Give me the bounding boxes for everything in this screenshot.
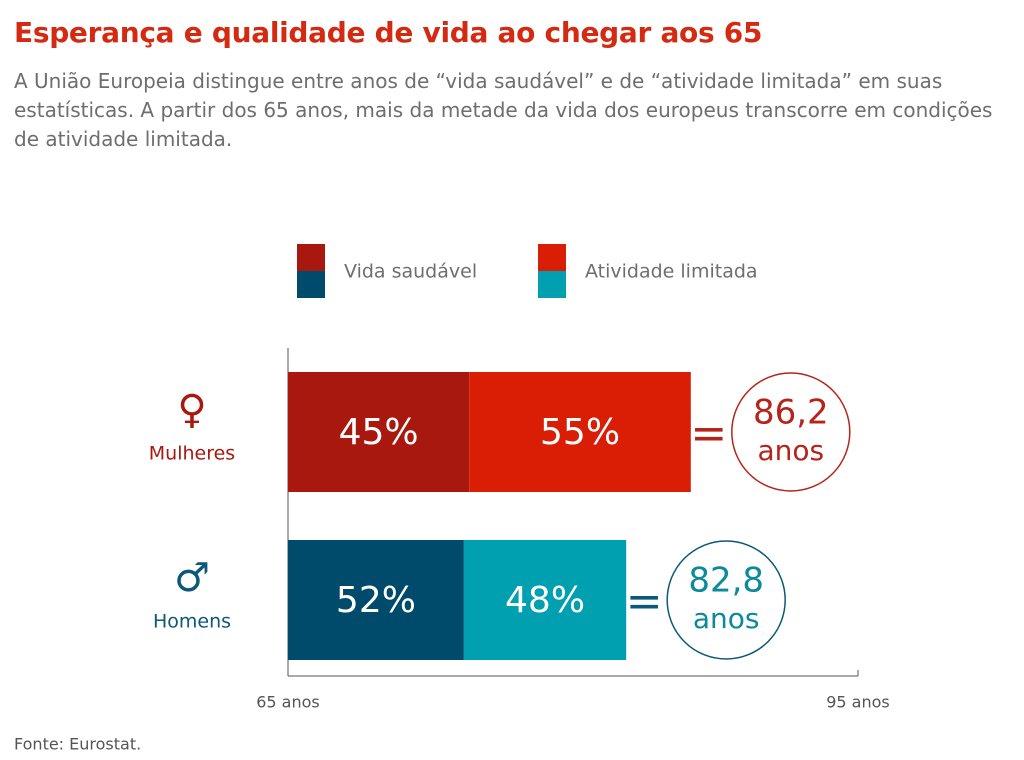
bar-segment <box>463 540 627 660</box>
equals-sign: = <box>626 576 663 627</box>
legend-label: Atividade limitada <box>585 261 758 283</box>
x-tick-label: 95 anos <box>826 693 890 712</box>
category-symbol: ♀ <box>177 387 206 433</box>
bar-value-label: 52% <box>336 580 416 621</box>
legend-swatch <box>538 271 566 298</box>
bar-value-label: 48% <box>505 580 585 621</box>
chart-subtitle: A União Europeia distingue entre anos de… <box>14 69 993 151</box>
bar-segment <box>288 540 464 660</box>
total-circle <box>666 540 786 660</box>
bar-segment <box>469 372 691 492</box>
total-unit: anos <box>693 602 760 635</box>
total-label: 82,8 <box>688 561 764 601</box>
chart-title: Esperança e qualidade de vida ao chegar … <box>14 16 763 49</box>
bar-value-label: 45% <box>339 412 419 453</box>
legend-swatch <box>297 244 325 271</box>
legend-swatch <box>538 244 566 271</box>
source: Fonte: Eurostat. <box>14 735 141 754</box>
bar-segment <box>288 372 470 492</box>
legend-swatch <box>297 271 325 298</box>
category-label: Homens <box>153 611 231 633</box>
total-unit: anos <box>757 434 824 467</box>
total-circle <box>731 372 851 492</box>
x-tick-label: 65 anos <box>256 693 320 712</box>
category-symbol: ♂ <box>174 555 210 601</box>
equals-sign: = <box>690 408 727 459</box>
total-label: 86,2 <box>753 393 829 433</box>
legend-label: Vida saudável <box>344 261 477 283</box>
category-label: Mulheres <box>149 443 235 465</box>
bar-value-label: 55% <box>540 412 620 453</box>
